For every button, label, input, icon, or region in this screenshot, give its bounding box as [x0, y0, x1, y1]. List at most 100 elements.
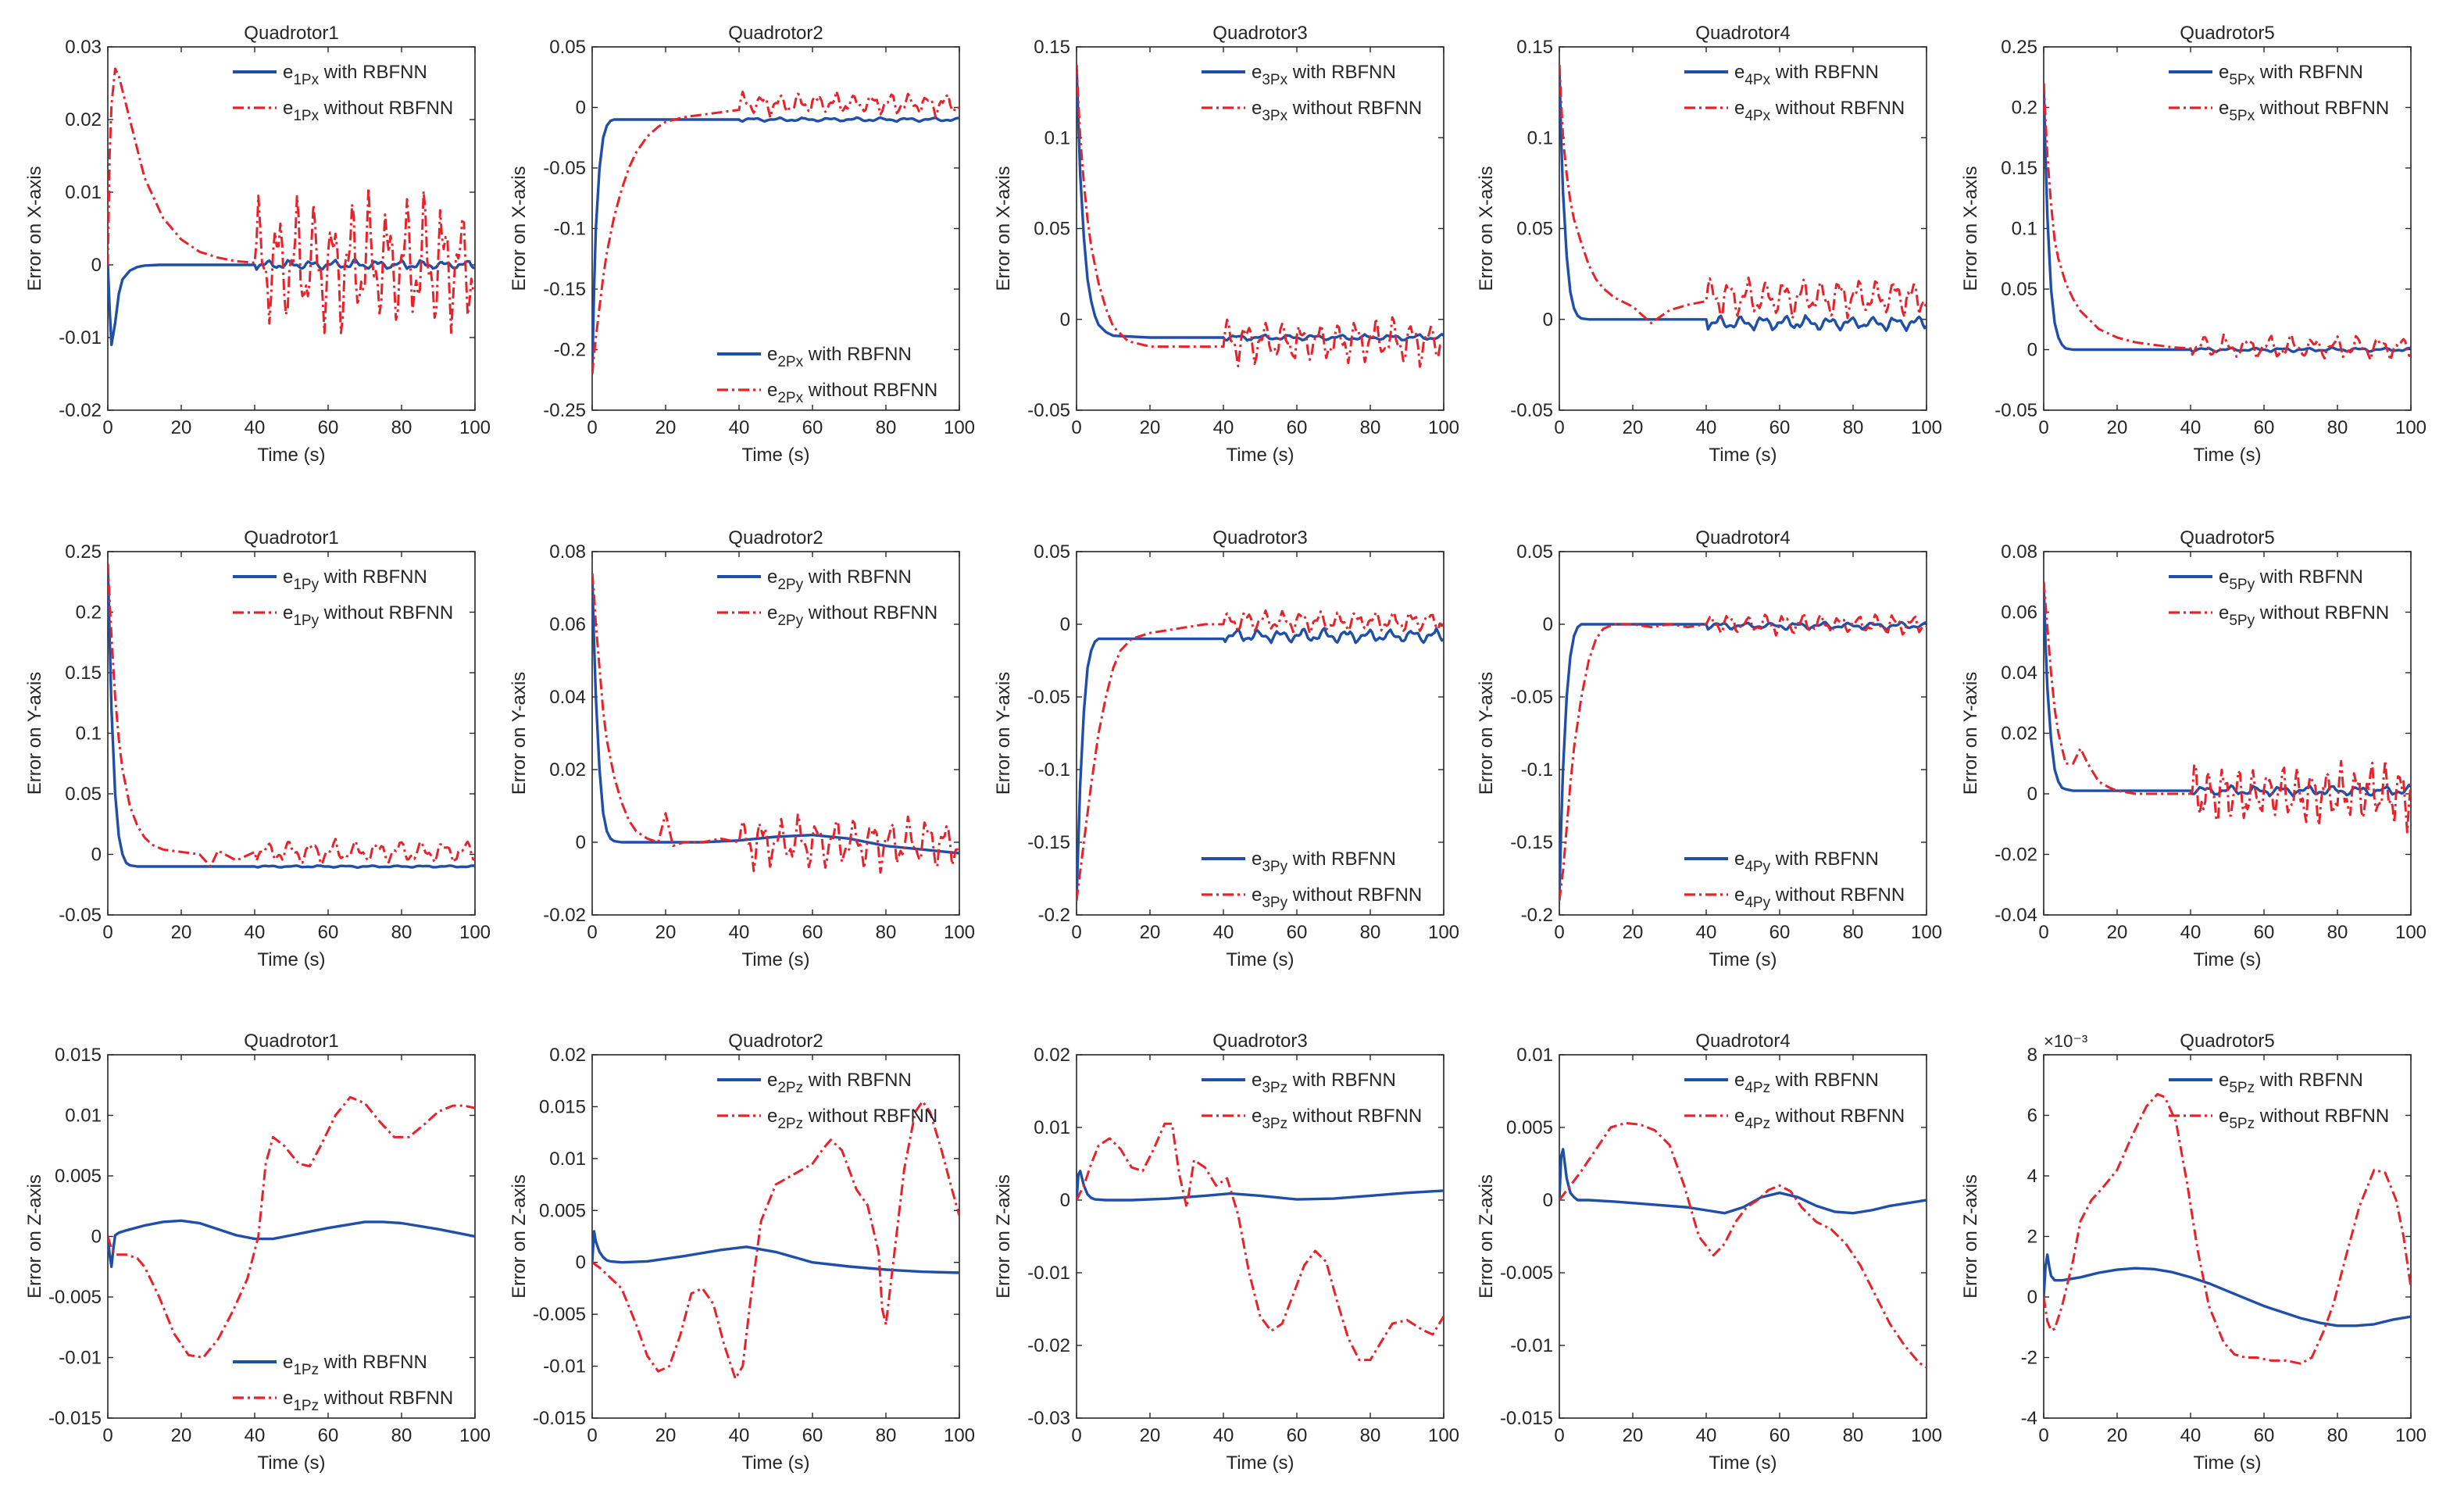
axes-box: [107, 551, 476, 916]
legend-label: e4Py without RBFNN: [1734, 884, 1905, 911]
y-tick-label: 0: [576, 1252, 586, 1274]
x-tick-label: 0: [102, 922, 112, 943]
y-tick-label: -0.2: [1038, 905, 1070, 926]
y-tick-label: -0.03: [1027, 1408, 1070, 1429]
legend-label: e5Px without RBFNN: [2219, 98, 2389, 124]
x-tick-label: 0: [1071, 417, 1081, 438]
y-tick-label: -0.015: [1500, 1408, 1553, 1429]
y-axis-label: Error on Y-axis: [1960, 672, 1981, 795]
y-tick-label: 0.1: [76, 723, 102, 745]
y-tick-label: -0.015: [533, 1408, 586, 1429]
legend: e4Px with RBFNN e4Px without RBFNN: [1684, 62, 1905, 124]
series-line-with-rbfnn: [1559, 65, 1927, 332]
legend: e2Pz with RBFNN e2Pz without RBFNN: [717, 1070, 937, 1132]
legend-label: e1Px without RBFNN: [283, 98, 453, 124]
x-tick-label: 20: [171, 1425, 192, 1446]
legend-label: e1Px with RBFNN: [283, 62, 427, 88]
series-line-without-rbfnn: [592, 90, 959, 374]
x-tick-label: 60: [1287, 417, 1308, 438]
y-tick-label: 0.02: [549, 759, 586, 781]
legend-label: e2Pz without RBFNN: [767, 1106, 937, 1132]
series-line-with-rbfnn: [1559, 620, 1927, 901]
y-tick-label: 0.01: [1034, 1117, 1070, 1138]
x-tick-label: 40: [245, 1425, 266, 1446]
x-axis-label: Time (s): [2193, 445, 2261, 466]
legend-label: e4Py with RBFNN: [1734, 849, 1879, 875]
y-tick-label: 4: [2027, 1166, 2037, 1187]
x-tick-label: 40: [245, 922, 266, 943]
x-axis-label: Time (s): [1226, 949, 1294, 970]
y-tick-label: 0.06: [549, 614, 586, 635]
subplot-3-4: 0 20 40 60 80 100 -0.015 -0.01 -0.005 0 0.005 0.01 Q…: [1476, 1031, 1942, 1474]
axes-box: [1559, 1054, 1927, 1419]
x-tick-label: 40: [1213, 922, 1234, 943]
axes-box: [1076, 551, 1444, 916]
y-axis-label: Error on Y-axis: [993, 672, 1014, 795]
y-tick-label: 0.1: [1527, 127, 1553, 148]
x-axis-label: Time (s): [1226, 1452, 1294, 1474]
legend: e5Pz with RBFNN e5Pz without RBFNN: [2169, 1070, 2389, 1132]
legend: e4Pz with RBFNN e4Pz without RBFNN: [1684, 1070, 1905, 1132]
x-tick-label: 40: [729, 922, 750, 943]
x-tick-label: 0: [1554, 417, 1564, 438]
x-tick-label: 100: [2395, 417, 2427, 438]
subplot-3-3: 0 20 40 60 80 100 -0.03 -0.02 -0.01 0 0.01 0.02 Quad…: [993, 1031, 1459, 1474]
x-tick-label: 100: [1428, 1425, 1459, 1446]
y-tick-label: -0.02: [59, 400, 102, 421]
y-tick-label: 0.02: [1034, 1045, 1070, 1066]
subplot-1-3: 0 20 40 60 80 100-0.0500.050.10.15Quadrotor3T…: [993, 23, 1459, 466]
subplot-title: Quadrotor2: [728, 1031, 823, 1052]
legend: e5Py with RBFNN e5Py without RBFNN: [2169, 566, 2389, 629]
series-line-without-rbfnn: [2044, 581, 2411, 834]
x-tick-label: 0: [1554, 1425, 1564, 1446]
series-line-with-rbfnn: [2044, 83, 2411, 353]
y-tick-label: 0.01: [65, 182, 102, 203]
x-tick-label: 60: [318, 1425, 339, 1446]
x-tick-label: 0: [1071, 922, 1081, 943]
y-tick-label: 0.15: [65, 663, 102, 684]
x-tick-label: 20: [2107, 1425, 2128, 1446]
x-axis-label: Time (s): [1709, 445, 1777, 466]
y-tick-label: -0.05: [1510, 687, 1553, 708]
legend-label: e2Pz with RBFNN: [767, 1070, 912, 1096]
axes-box: [1076, 1054, 1444, 1419]
series-line-with-rbfnn: [592, 573, 959, 855]
y-tick-label: 0: [2027, 340, 2037, 361]
x-tick-label: 20: [655, 417, 677, 438]
y-tick-label: 0.06: [2001, 602, 2037, 623]
y-tick-label: 0.005: [55, 1166, 102, 1187]
subplot-title: Quadrotor4: [1695, 23, 1790, 44]
y-tick-label: 0.05: [1034, 219, 1070, 240]
x-tick-label: 0: [2038, 1425, 2048, 1446]
legend-label: e3Pz without RBFNN: [1252, 1106, 1422, 1132]
axes-box: [591, 1054, 960, 1419]
y-tick-label: 8: [2027, 1045, 2037, 1066]
x-tick-label: 20: [171, 922, 192, 943]
x-tick-label: 0: [102, 1425, 112, 1446]
series-line-without-rbfnn: [108, 1095, 475, 1359]
x-tick-label: 0: [102, 417, 112, 438]
y-tick-label: -0.01: [59, 327, 102, 348]
y-tick-label: 0: [91, 1227, 102, 1248]
x-tick-label: 80: [876, 417, 897, 438]
y-tick-label: -4: [2021, 1408, 2037, 1429]
x-tick-label: 100: [459, 1425, 491, 1446]
subplot-2-3: 0 20 40 60 80 100 -0.2 -0.15 -0.1 -0.05 0 0.05 Quadr…: [993, 527, 1459, 970]
x-tick-label: 40: [245, 417, 266, 438]
y-axis-label: Error on Y-axis: [24, 672, 45, 795]
series-line-with-rbfnn: [108, 563, 475, 870]
x-tick-label: 0: [2038, 922, 2048, 943]
legend: e1Py with RBFNN e1Py without RBFNN: [233, 566, 453, 629]
legend: e1Px with RBFNN e1Px without RBFNN: [233, 62, 453, 124]
x-tick-label: 80: [876, 922, 897, 943]
x-tick-label: 0: [587, 922, 597, 943]
y-tick-label: -0.01: [1510, 1335, 1553, 1356]
x-tick-label: 20: [1140, 1425, 1161, 1446]
x-tick-label: 100: [1428, 922, 1459, 943]
y-tick-label: 0: [1543, 614, 1553, 635]
subplot-title: Quadrotor5: [2180, 527, 2274, 548]
y-tick-label: -0.02: [1027, 1335, 1070, 1356]
y-tick-label: -0.2: [554, 340, 586, 361]
y-tick-label: -0.25: [543, 400, 586, 421]
y-tick-label: 0: [1543, 1190, 1553, 1211]
